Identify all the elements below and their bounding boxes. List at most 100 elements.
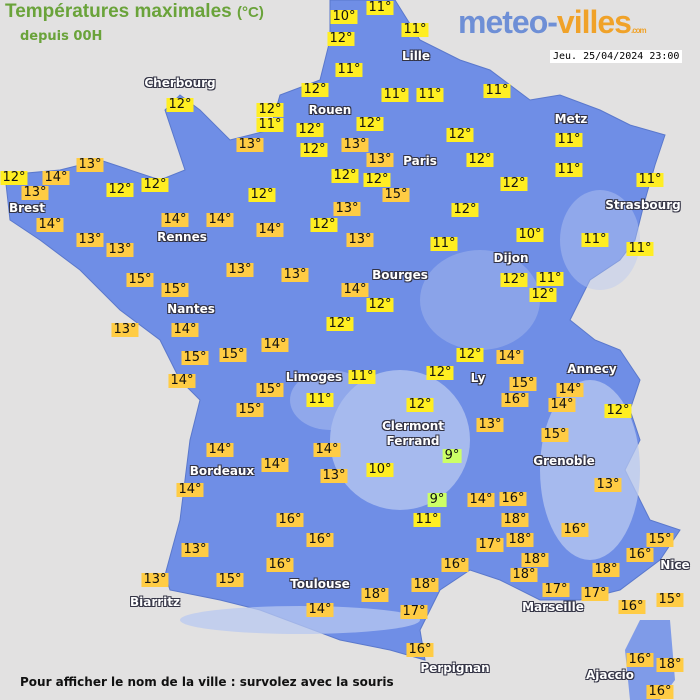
temperature-label[interactable]: 13° xyxy=(21,185,49,200)
temperature-label[interactable]: 14° xyxy=(313,442,341,457)
temperature-label[interactable]: 11° xyxy=(555,162,583,177)
temperature-label[interactable]: 12° xyxy=(310,217,338,232)
temperature-label[interactable]: 17° xyxy=(581,586,609,601)
temperature-label[interactable]: 12° xyxy=(406,397,434,412)
temperature-label[interactable]: 17° xyxy=(400,604,428,619)
temperature-label[interactable]: 16° xyxy=(276,512,304,527)
meteo-villes-logo[interactable]: meteo-villes.com xyxy=(458,4,647,41)
temperature-label[interactable]: 9° xyxy=(442,448,462,463)
temperature-label[interactable]: 10° xyxy=(366,462,394,477)
temperature-label[interactable]: 14° xyxy=(176,482,204,497)
temperature-label[interactable]: 14° xyxy=(548,397,576,412)
temperature-label[interactable]: 12° xyxy=(604,403,632,418)
temperature-label[interactable]: 12° xyxy=(256,102,284,117)
temperature-label[interactable]: 11° xyxy=(636,172,664,187)
temperature-label[interactable]: 18° xyxy=(521,552,549,567)
temperature-label[interactable]: 14° xyxy=(171,322,199,337)
temperature-label[interactable]: 12° xyxy=(466,152,494,167)
temperature-label[interactable]: 12° xyxy=(166,97,194,112)
temperature-label[interactable]: 18° xyxy=(510,567,538,582)
temperature-label[interactable]: 11° xyxy=(430,236,458,251)
temperature-label[interactable]: 13° xyxy=(366,152,394,167)
temperature-label[interactable]: 14° xyxy=(161,212,189,227)
temperature-label[interactable]: 18° xyxy=(592,562,620,577)
temperature-label[interactable]: 12° xyxy=(500,272,528,287)
temperature-label[interactable]: 12° xyxy=(300,142,328,157)
temperature-label[interactable]: 12° xyxy=(451,202,479,217)
temperature-label[interactable]: 12° xyxy=(356,116,384,131)
temperature-label[interactable]: 12° xyxy=(456,347,484,362)
temperature-label[interactable]: 11° xyxy=(626,241,654,256)
temperature-label[interactable]: 11° xyxy=(483,83,511,98)
temperature-label[interactable]: 12° xyxy=(301,82,329,97)
temperature-label[interactable]: 13° xyxy=(181,542,209,557)
temperature-label[interactable]: 16° xyxy=(626,652,654,667)
temperature-label[interactable]: 13° xyxy=(320,468,348,483)
temperature-label[interactable]: 14° xyxy=(306,602,334,617)
temperature-label[interactable]: 12° xyxy=(446,127,474,142)
temperature-label[interactable]: 15° xyxy=(161,282,189,297)
temperature-label[interactable]: 16° xyxy=(561,522,589,537)
temperature-label[interactable]: 14° xyxy=(467,492,495,507)
temperature-label[interactable]: 13° xyxy=(476,417,504,432)
temperature-label[interactable]: 18° xyxy=(501,512,529,527)
temperature-label[interactable]: 13° xyxy=(111,322,139,337)
temperature-label[interactable]: 16° xyxy=(618,599,646,614)
temperature-label[interactable]: 16° xyxy=(266,557,294,572)
temperature-label[interactable]: 9° xyxy=(427,492,447,507)
temperature-label[interactable]: 14° xyxy=(496,349,524,364)
temperature-label[interactable]: 13° xyxy=(76,157,104,172)
temperature-label[interactable]: 12° xyxy=(529,287,557,302)
temperature-label[interactable]: 18° xyxy=(656,657,684,672)
temperature-label[interactable]: 16° xyxy=(406,642,434,657)
temperature-label[interactable]: 11° xyxy=(413,512,441,527)
temperature-label[interactable]: 16° xyxy=(441,557,469,572)
temperature-label[interactable]: 13° xyxy=(346,232,374,247)
temperature-label[interactable]: 12° xyxy=(500,176,528,191)
temperature-label[interactable]: 11° xyxy=(335,62,363,77)
temperature-label[interactable]: 13° xyxy=(281,267,309,282)
temperature-label[interactable]: 16° xyxy=(306,532,334,547)
temperature-label[interactable]: 13° xyxy=(226,262,254,277)
temperature-label[interactable]: 16° xyxy=(501,392,529,407)
temperature-label[interactable]: 15° xyxy=(181,350,209,365)
temperature-label[interactable]: 14° xyxy=(341,282,369,297)
temperature-label[interactable]: 15° xyxy=(216,572,244,587)
temperature-label[interactable]: 12° xyxy=(331,168,359,183)
temperature-label[interactable]: 12° xyxy=(141,177,169,192)
temperature-label[interactable]: 13° xyxy=(76,232,104,247)
temperature-label[interactable]: 13° xyxy=(236,137,264,152)
temperature-label[interactable]: 11° xyxy=(306,392,334,407)
temperature-label[interactable]: 15° xyxy=(236,402,264,417)
temperature-label[interactable]: 14° xyxy=(261,457,289,472)
temperature-label[interactable]: 12° xyxy=(426,365,454,380)
temperature-label[interactable]: 14° xyxy=(556,382,584,397)
temperature-label[interactable]: 11° xyxy=(256,117,284,132)
temperature-label[interactable]: 10° xyxy=(516,227,544,242)
temperature-label[interactable]: 11° xyxy=(581,232,609,247)
temperature-label[interactable]: 13° xyxy=(106,242,134,257)
temperature-label[interactable]: 12° xyxy=(363,172,391,187)
temperature-label[interactable]: 14° xyxy=(206,442,234,457)
temperature-label[interactable]: 16° xyxy=(626,547,654,562)
temperature-label[interactable]: 15° xyxy=(219,347,247,362)
temperature-label[interactable]: 14° xyxy=(36,217,64,232)
temperature-label[interactable]: 11° xyxy=(416,87,444,102)
temperature-label[interactable]: 14° xyxy=(256,222,284,237)
temperature-label[interactable]: 14° xyxy=(42,170,70,185)
temperature-label[interactable]: 15° xyxy=(509,376,537,391)
temperature-label[interactable]: 11° xyxy=(401,22,429,37)
temperature-label[interactable]: 12° xyxy=(296,122,324,137)
temperature-label[interactable]: 14° xyxy=(206,212,234,227)
temperature-label[interactable]: 16° xyxy=(646,684,674,699)
temperature-label[interactable]: 15° xyxy=(646,532,674,547)
temperature-label[interactable]: 18° xyxy=(506,532,534,547)
temperature-label[interactable]: 10° xyxy=(330,9,358,24)
temperature-label[interactable]: 12° xyxy=(0,170,28,185)
temperature-label[interactable]: 14° xyxy=(168,373,196,388)
temperature-label[interactable]: 16° xyxy=(499,491,527,506)
temperature-label[interactable]: 13° xyxy=(141,572,169,587)
temperature-label[interactable]: 17° xyxy=(542,582,570,597)
temperature-label[interactable]: 15° xyxy=(126,272,154,287)
temperature-label[interactable]: 12° xyxy=(326,316,354,331)
